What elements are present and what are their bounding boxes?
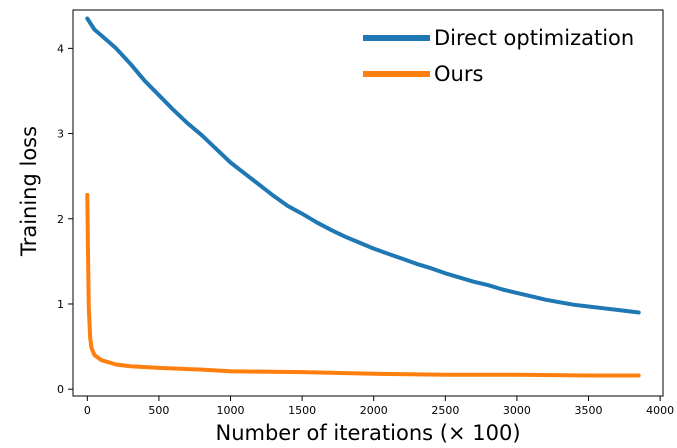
- y-axis-ticks: 0 1 2 3 4: [57, 42, 73, 396]
- y-axis-title: Training loss: [17, 126, 41, 257]
- series-layer: [85, 16, 641, 378]
- legend-label-ours: Ours: [434, 62, 483, 86]
- x-tick-label: 2500: [431, 404, 459, 417]
- y-tick-label: 4: [57, 42, 64, 55]
- x-tick-label: 4000: [646, 404, 674, 417]
- y-tick-label: 3: [57, 128, 64, 141]
- x-tick-label: 3500: [575, 404, 603, 417]
- legend: Direct optimization Ours: [363, 26, 634, 86]
- x-tick-label: 1500: [288, 404, 316, 417]
- y-tick-label: 0: [57, 383, 64, 396]
- x-tick-label: 500: [148, 404, 169, 417]
- x-tick-label: 3000: [503, 404, 531, 417]
- legend-label-direct-optimization: Direct optimization: [434, 26, 634, 50]
- x-tick-label: 2000: [360, 404, 388, 417]
- y-tick-label: 2: [57, 213, 64, 226]
- plot-area-frame: [72, 9, 664, 397]
- series-line-ours: [85, 192, 641, 378]
- x-axis-title: Number of iterations (× 100): [215, 421, 520, 445]
- series-line-direct-optimization: [85, 16, 641, 315]
- x-axis-ticks: 0 500 1000 1500 2000 2500 3000 3500 4000: [84, 396, 674, 417]
- y-tick-label: 1: [57, 298, 64, 311]
- x-tick-label: 0: [84, 404, 91, 417]
- x-tick-label: 1000: [217, 404, 245, 417]
